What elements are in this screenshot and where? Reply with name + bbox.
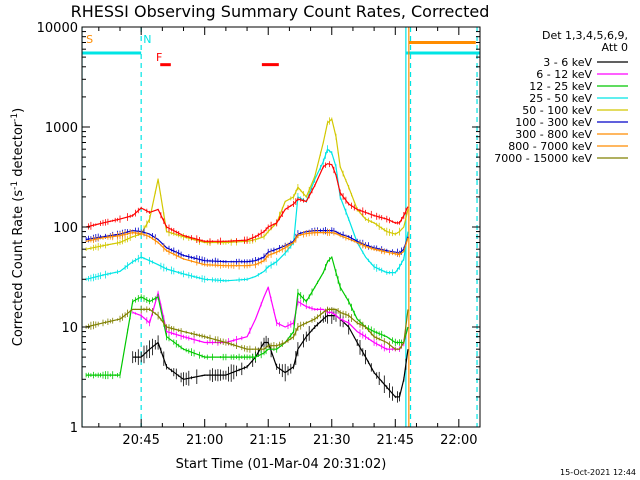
x-tick-label: 21:30 (313, 433, 350, 448)
x-tick-label: 20:45 (122, 433, 159, 448)
y-tick-label: 10 (61, 321, 78, 336)
legend-header: Det 1,3,4,5,6,9, (542, 29, 628, 42)
y-tick-label: 1 (70, 421, 78, 436)
x-tick-label: 21:00 (186, 433, 223, 448)
series-line (85, 118, 409, 250)
x-tick-label: 21:15 (249, 433, 286, 448)
legend-label: 3 - 6 keV (543, 56, 592, 69)
legend-header: Att 0 (602, 41, 628, 54)
legend-label: 6 - 12 keV (536, 68, 592, 81)
flag-f: F (156, 51, 162, 64)
y-tick-label: 10000 (37, 21, 78, 36)
legend-label: 100 - 300 keV (515, 116, 592, 129)
generated-timestamp: 15-Oct-2021 12:44 (560, 468, 636, 477)
x-axis-label: Start Time (01-Mar-04 20:31:02) (176, 457, 387, 472)
legend-label: 50 - 100 keV (522, 104, 592, 117)
y-axis-label: Corrected Count Rate (s-1 detector-1) (10, 108, 26, 346)
chart-title: RHESSI Observing Summary Count Rates, Co… (71, 2, 490, 21)
legend-label: 7000 - 15000 keV (494, 152, 592, 165)
y-tick-label: 1000 (45, 121, 78, 136)
y-tick-label: 100 (53, 221, 78, 236)
series-line (132, 315, 409, 398)
legend-label: 12 - 25 keV (529, 80, 592, 93)
x-tick-label: 21:45 (377, 433, 414, 448)
series-line (85, 163, 409, 242)
flag-n: N (143, 33, 151, 46)
legend-label: 25 - 50 keV (529, 92, 592, 105)
legend-label: 800 - 7000 keV (508, 140, 592, 153)
legend-label: 300 - 800 keV (515, 128, 592, 141)
flag-s: S (86, 33, 93, 46)
x-tick-label: 22:00 (440, 433, 477, 448)
series-line (132, 286, 409, 350)
